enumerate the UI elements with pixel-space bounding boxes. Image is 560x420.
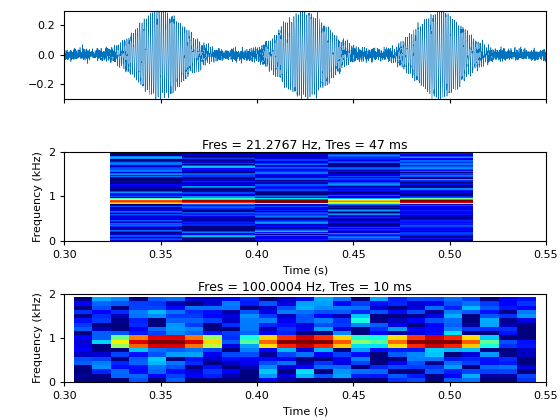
Title: Fres = 21.2767 Hz, Tres = 47 ms: Fres = 21.2767 Hz, Tres = 47 ms [203,139,408,152]
X-axis label: Time (s): Time (s) [283,407,328,417]
Y-axis label: Frequency (kHz): Frequency (kHz) [32,292,43,383]
X-axis label: Time (s): Time (s) [283,265,328,275]
Title: Fres = 100.0004 Hz, Tres = 10 ms: Fres = 100.0004 Hz, Tres = 10 ms [198,281,412,294]
Y-axis label: Frequency (kHz): Frequency (kHz) [32,151,43,242]
